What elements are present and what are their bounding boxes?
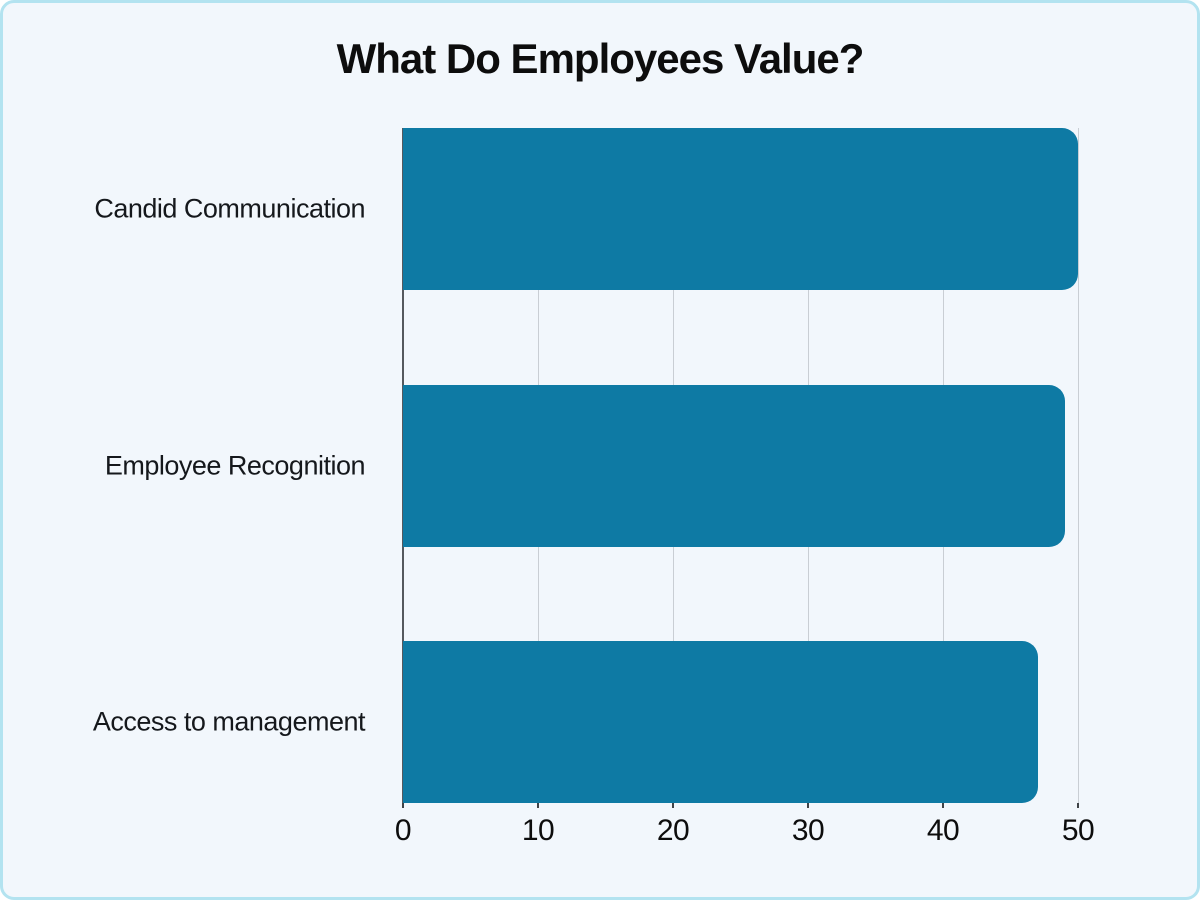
x-tick-mark-0 [402, 803, 404, 808]
bar-2 [403, 641, 1038, 803]
x-tick-label-40: 40 [926, 814, 960, 847]
category-label-1: Employee Recognition [104, 450, 366, 480]
category-axis-labels: Candid Communication Employee Recognition… [3, 128, 383, 803]
x-tick-label-20: 20 [656, 814, 690, 847]
bar-1 [403, 384, 1065, 547]
category-label-2: Access to management [92, 706, 366, 737]
plot-area: 0 10 20 30 40 50 [395, 128, 1095, 847]
gridline-x-50 [1078, 128, 1079, 803]
x-tick-label-50: 50 [1061, 814, 1095, 847]
x-tick-mark-40 [942, 803, 944, 808]
x-tick-mark-10 [537, 803, 539, 808]
chart-title: What Do Employees Value? [336, 35, 865, 82]
bar-0 [403, 128, 1078, 290]
x-tick-mark-30 [807, 803, 809, 808]
x-tick-mark-50 [1077, 803, 1079, 808]
x-tick-label-30: 30 [791, 814, 825, 847]
x-tick-label-0: 0 [394, 814, 412, 847]
x-tick-mark-20 [672, 803, 674, 808]
category-label-0: Candid Communication [94, 193, 365, 224]
x-tick-label-10: 10 [521, 814, 555, 847]
